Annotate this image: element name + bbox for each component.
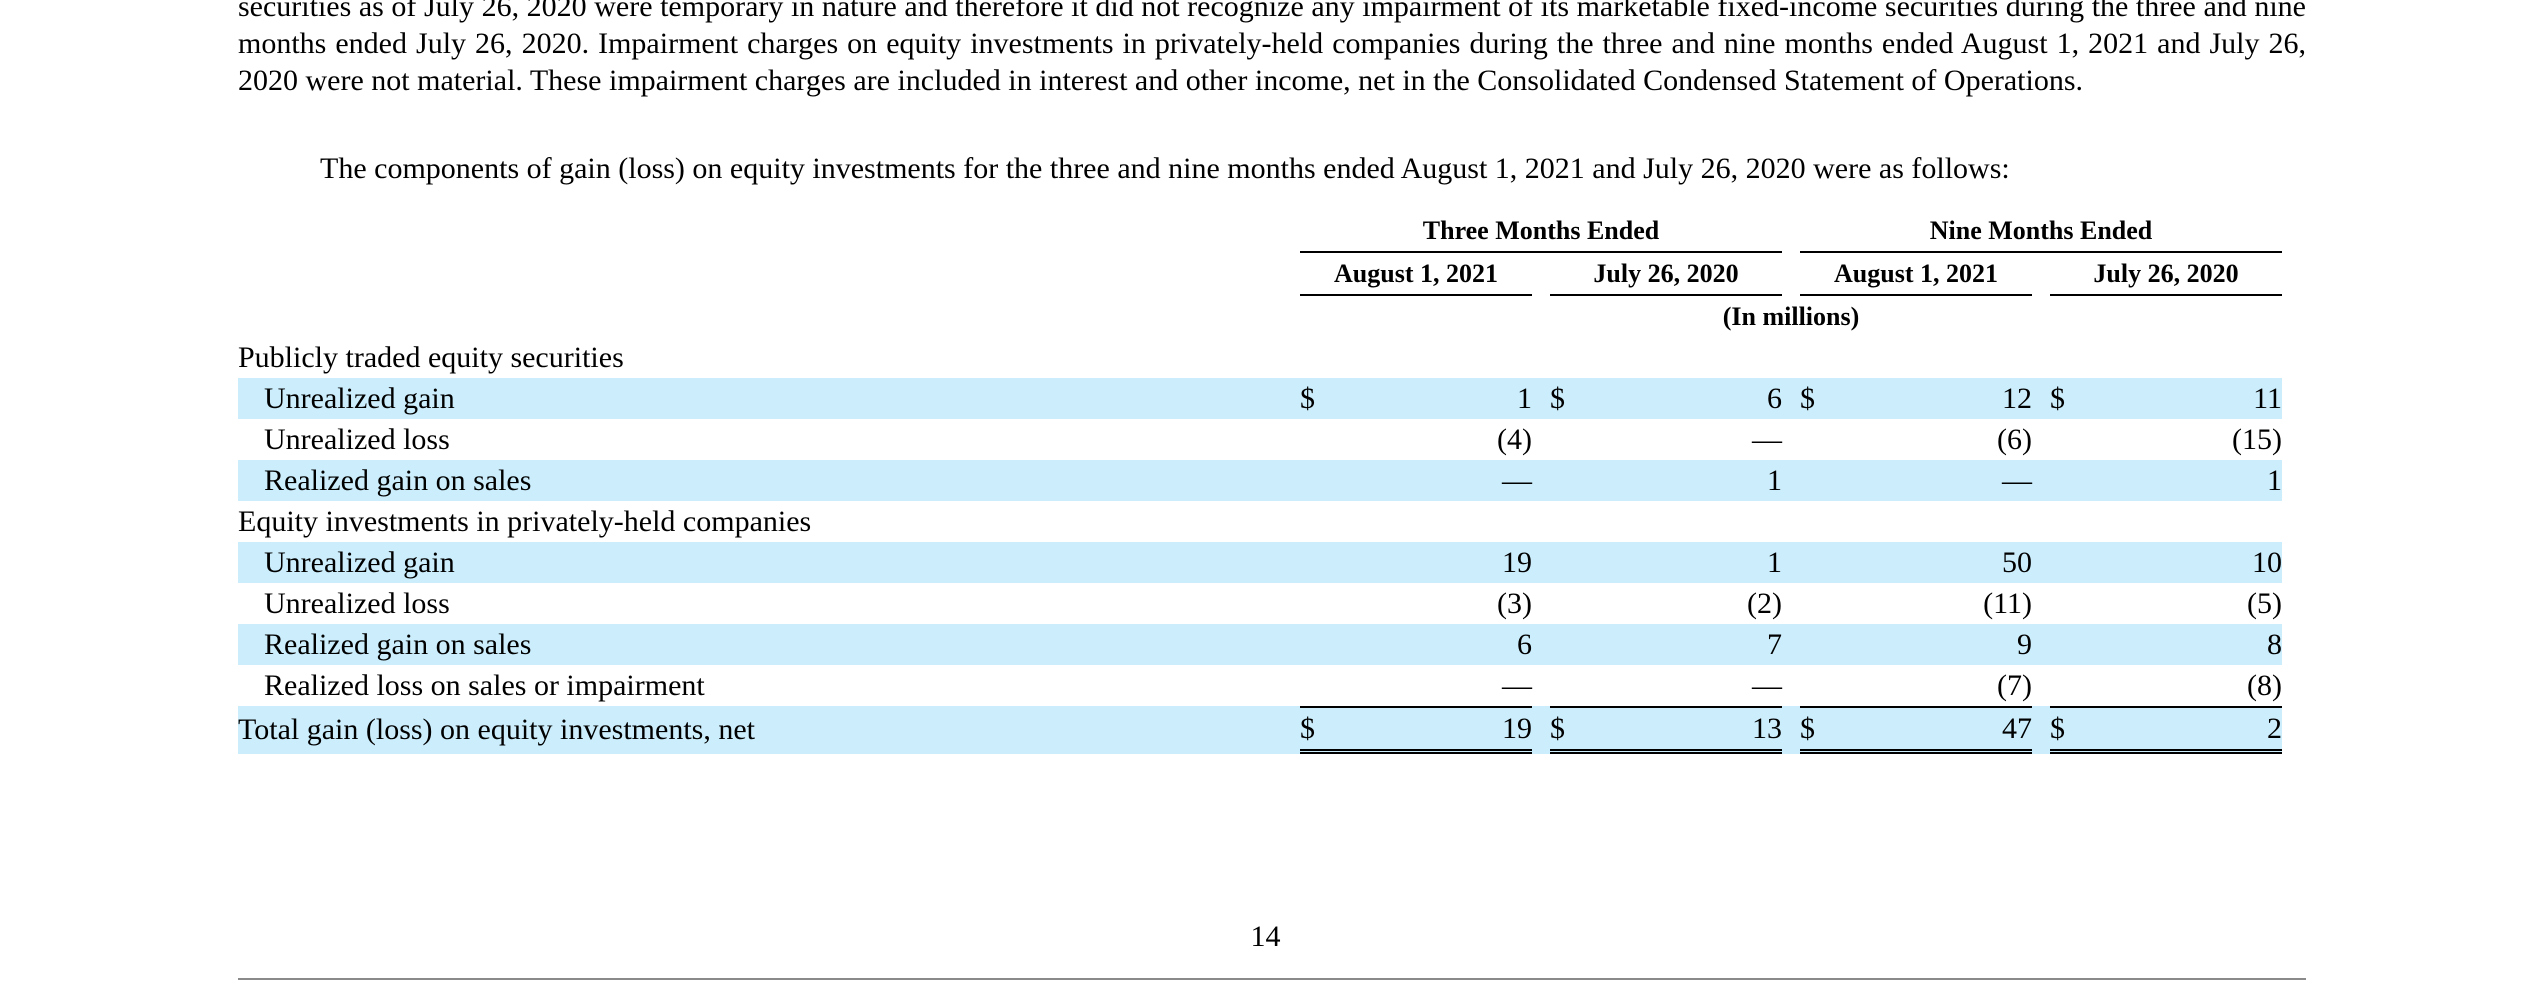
table-row: Unrealized loss (4) — (6) (15) bbox=[238, 419, 2282, 460]
table-row: Unrealized gain 19 1 50 10 bbox=[238, 542, 2282, 583]
table-row: Realized gain on sales 6 7 9 8 bbox=[238, 624, 2282, 665]
value-cell: 12 bbox=[1822, 378, 2032, 419]
currency-symbol: $ bbox=[1300, 706, 1322, 754]
units-label: (In millions) bbox=[1722, 301, 1860, 331]
value-cell: 10 bbox=[2072, 542, 2282, 583]
section-title: Publicly traded equity securities bbox=[238, 340, 624, 374]
table-row: Unrealized loss (3) (2) (11) (5) bbox=[238, 583, 2282, 624]
total-row: Total gain (loss) on equity investments,… bbox=[238, 706, 2282, 754]
value-cell: 50 bbox=[1822, 542, 2032, 583]
section-title-row: Equity investments in privately-held com… bbox=[238, 501, 2282, 542]
total-label: Total gain (loss) on equity investments,… bbox=[238, 706, 1300, 754]
value-cell: (8) bbox=[2247, 668, 2282, 702]
date-header-row: August 1, 2021 July 26, 2020 August 1, 2… bbox=[238, 253, 2282, 296]
value-cell: (5) bbox=[2247, 586, 2282, 620]
value-cell: — bbox=[1752, 668, 1782, 702]
date-header: July 26, 2020 bbox=[1550, 253, 1782, 296]
equity-investments-table: Three Months Ended Nine Months Ended Aug… bbox=[238, 210, 2282, 754]
value-cell: 9 bbox=[1822, 624, 2032, 665]
nine-months-header: Nine Months Ended bbox=[1800, 210, 2282, 253]
value-cell: (15) bbox=[2232, 422, 2282, 456]
value-cell: 1 bbox=[2072, 460, 2282, 501]
currency-symbol: $ bbox=[1800, 706, 1822, 754]
value-cell: — bbox=[1322, 460, 1532, 501]
value-cell: 1 bbox=[1572, 542, 1782, 583]
table-row: Unrealized gain $ 1 $ 6 $ 12 $ 11 bbox=[238, 378, 2282, 419]
value-cell: (4) bbox=[1497, 422, 1532, 456]
value-cell: (6) bbox=[1997, 422, 2032, 456]
value-cell: (11) bbox=[1983, 586, 2032, 620]
value-cell: 1 bbox=[1572, 460, 1782, 501]
currency-symbol: $ bbox=[1550, 378, 1572, 419]
total-value: 2 bbox=[2072, 706, 2282, 754]
currency-symbol: $ bbox=[1550, 706, 1572, 754]
value-cell: 6 bbox=[1322, 624, 1532, 665]
section-title-row: Publicly traded equity securities bbox=[238, 337, 2282, 378]
footer-divider bbox=[238, 978, 2306, 980]
row-label: Unrealized loss bbox=[264, 422, 450, 456]
value-cell: (3) bbox=[1497, 586, 1532, 620]
row-label: Realized gain on sales bbox=[238, 624, 1300, 665]
section-title: Equity investments in privately-held com… bbox=[238, 504, 812, 538]
value-cell: — bbox=[1502, 668, 1532, 702]
value-cell: — bbox=[1752, 422, 1782, 456]
total-value: 19 bbox=[1322, 706, 1532, 754]
value-cell: 19 bbox=[1322, 542, 1532, 583]
row-label: Unrealized gain bbox=[238, 542, 1300, 583]
currency-symbol: $ bbox=[1800, 378, 1822, 419]
currency-symbol: $ bbox=[2050, 378, 2072, 419]
row-label: Realized gain on sales bbox=[238, 460, 1300, 501]
currency-symbol: $ bbox=[2050, 706, 2072, 754]
value-cell: 11 bbox=[2072, 378, 2282, 419]
body-paragraph-intro: The components of gain (loss) on equity … bbox=[320, 152, 2010, 185]
currency-symbol: $ bbox=[1300, 378, 1322, 419]
table-row: Realized loss on sales or impairment — —… bbox=[238, 665, 2282, 706]
date-header: August 1, 2021 bbox=[1300, 253, 1532, 296]
value-cell: 1 bbox=[1322, 378, 1532, 419]
three-months-header: Three Months Ended bbox=[1300, 210, 1782, 253]
date-header: July 26, 2020 bbox=[2050, 253, 2282, 296]
period-header-row: Three Months Ended Nine Months Ended bbox=[238, 210, 2282, 253]
value-cell: (7) bbox=[1997, 668, 2032, 702]
body-paragraph-impairment: securities as of July 26, 2020 were temp… bbox=[238, 0, 2306, 97]
total-value: 13 bbox=[1572, 706, 1782, 754]
table-row: Realized gain on sales — 1 — 1 bbox=[238, 460, 2282, 501]
value-cell: 7 bbox=[1572, 624, 1782, 665]
value-cell: (2) bbox=[1747, 586, 1782, 620]
value-cell: 6 bbox=[1572, 378, 1782, 419]
total-value: 47 bbox=[1822, 706, 2032, 754]
page-number: 14 bbox=[1250, 920, 1281, 953]
row-label: Unrealized gain bbox=[238, 378, 1300, 419]
date-header: August 1, 2021 bbox=[1800, 253, 2032, 296]
row-label: Unrealized loss bbox=[264, 586, 450, 620]
value-cell: — bbox=[1822, 460, 2032, 501]
value-cell: 8 bbox=[2072, 624, 2282, 665]
row-label: Realized loss on sales or impairment bbox=[264, 668, 705, 702]
units-row: (In millions) bbox=[238, 296, 2282, 337]
